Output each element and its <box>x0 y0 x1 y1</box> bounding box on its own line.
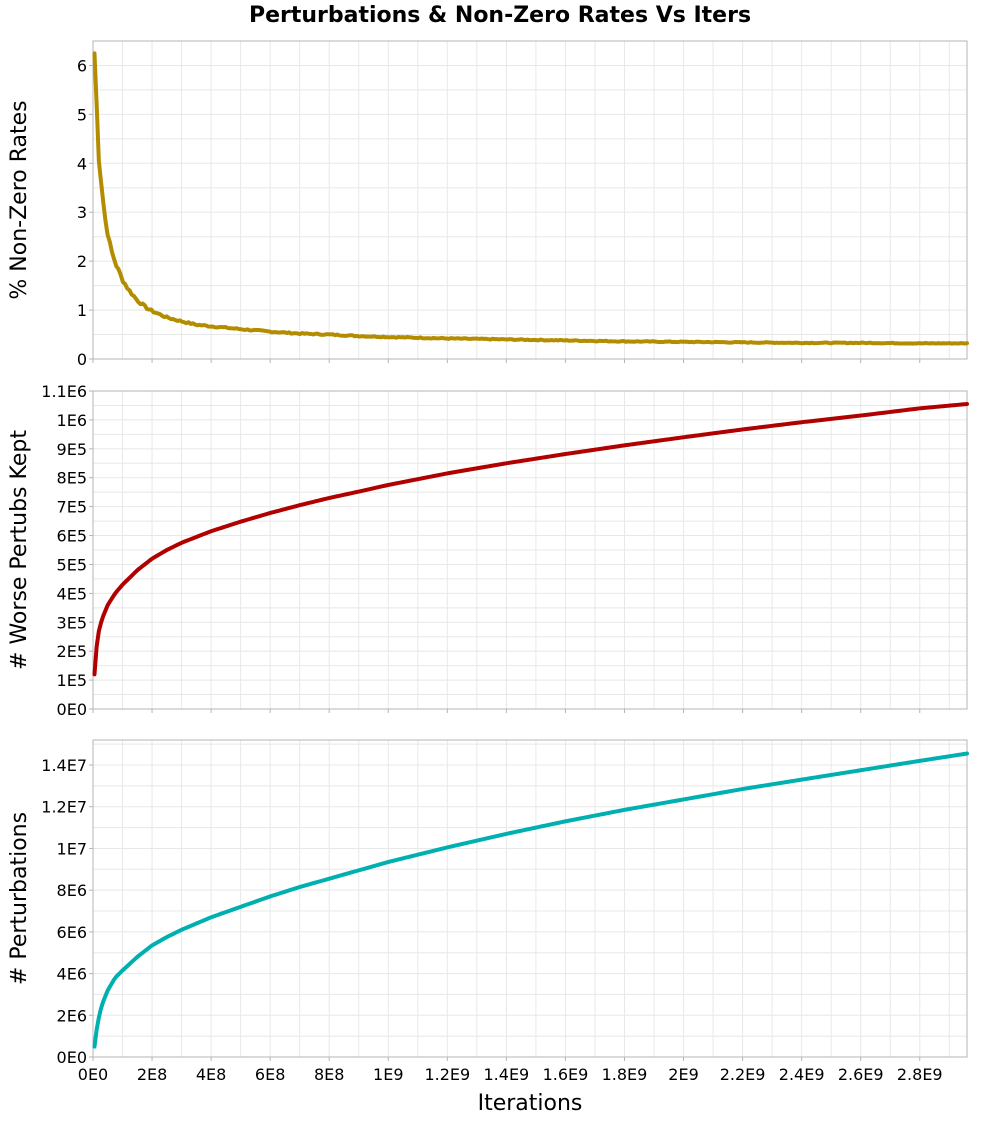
series-line <box>92 751 969 1049</box>
y-tick-label: 2E6 <box>57 1006 87 1025</box>
y-tick-label: 1 <box>77 301 87 320</box>
series-line <box>92 402 969 677</box>
y-tick-label: 2 <box>77 252 87 271</box>
y-tick-label: 6 <box>77 56 87 75</box>
y-tick-label: 1E5 <box>57 671 87 690</box>
y-axis-label: % Non-Zero Rates <box>7 100 32 299</box>
y-tick-label: 1E6 <box>57 411 87 430</box>
y-tick-label: 1.4E7 <box>41 756 87 775</box>
plot-frame <box>92 390 968 710</box>
y-tick-label: 4E6 <box>57 965 87 984</box>
y-tick-label: 5E5 <box>57 555 87 574</box>
x-tick-label: 2.6E9 <box>838 1065 884 1084</box>
plot-frame <box>92 40 968 360</box>
x-tick-label: 2E8 <box>137 1065 167 1084</box>
plot-area <box>93 41 967 359</box>
plot-frame <box>92 739 968 1058</box>
y-axis-label: # Perturbations <box>7 812 32 985</box>
x-tick-label: 2.2E9 <box>720 1065 766 1084</box>
x-tick-label: 1.2E9 <box>424 1065 470 1084</box>
y-tick-label: 4 <box>77 154 87 173</box>
chart-panel-1: 0 1 2 3 4 5 6 % Non-Zero Rates <box>7 40 969 369</box>
x-tick-label: 2.8E9 <box>897 1065 943 1084</box>
x-tick-label: 4E8 <box>196 1065 226 1084</box>
y-tick-label: 3E5 <box>57 613 87 632</box>
chart-panel-2: 0E0 1E5 2E5 3E5 4E5 5E5 6E5 7E5 8E5 9E5 1E6 1.1E6 # … <box>7 382 969 719</box>
series-line <box>92 51 969 346</box>
y-tick-label: 0E0 <box>57 700 87 719</box>
x-tick-label: 0E0 <box>78 1065 108 1084</box>
y-tick-label: 1E7 <box>57 839 87 858</box>
x-tick-label: 1.6E9 <box>543 1065 589 1084</box>
x-axis-label: Iterations <box>478 1091 583 1116</box>
y-tick-label: 4E5 <box>57 584 87 603</box>
x-tick-label: 2.4E9 <box>779 1065 825 1084</box>
chart-title: Perturbations & Non-Zero Rates Vs Iters <box>249 3 751 28</box>
chart-panels: 0 1 2 3 4 5 6 % Non-Zero Rates 0E0 1E5 2E5 3E5 4E5 5E… <box>7 40 969 1084</box>
y-tick-label: 5 <box>77 105 87 124</box>
chart-panel-3: 0E0 2E6 4E6 6E6 8E6 1E7 1.2E7 1.4E7 # Perturbati… <box>7 739 969 1084</box>
y-tick-label: 2E5 <box>57 642 87 661</box>
y-tick-label: 6E5 <box>57 527 87 546</box>
x-tick-label: 1.4E9 <box>484 1065 530 1084</box>
plot-area <box>93 740 967 1057</box>
x-tick-label: 6E8 <box>255 1065 285 1084</box>
x-tick-label: 1E9 <box>373 1065 403 1084</box>
x-tick-label: 1.8E9 <box>602 1065 648 1084</box>
x-tick-label: 8E8 <box>314 1065 344 1084</box>
y-tick-label: 1.1E6 <box>41 382 87 401</box>
x-tick-label: 2E9 <box>668 1065 698 1084</box>
y-tick-label: 8E6 <box>57 881 87 900</box>
y-tick-label: 6E6 <box>57 923 87 942</box>
y-axis-label: # Worse Pertubs Kept <box>7 430 32 670</box>
y-tick-label: 1.2E7 <box>41 798 87 817</box>
y-tick-label: 0 <box>77 350 87 369</box>
y-tick-label: 0E0 <box>57 1048 87 1067</box>
y-tick-label: 7E5 <box>57 498 87 517</box>
y-tick-label: 9E5 <box>57 440 87 459</box>
y-tick-label: 8E5 <box>57 469 87 488</box>
y-tick-label: 3 <box>77 203 87 222</box>
